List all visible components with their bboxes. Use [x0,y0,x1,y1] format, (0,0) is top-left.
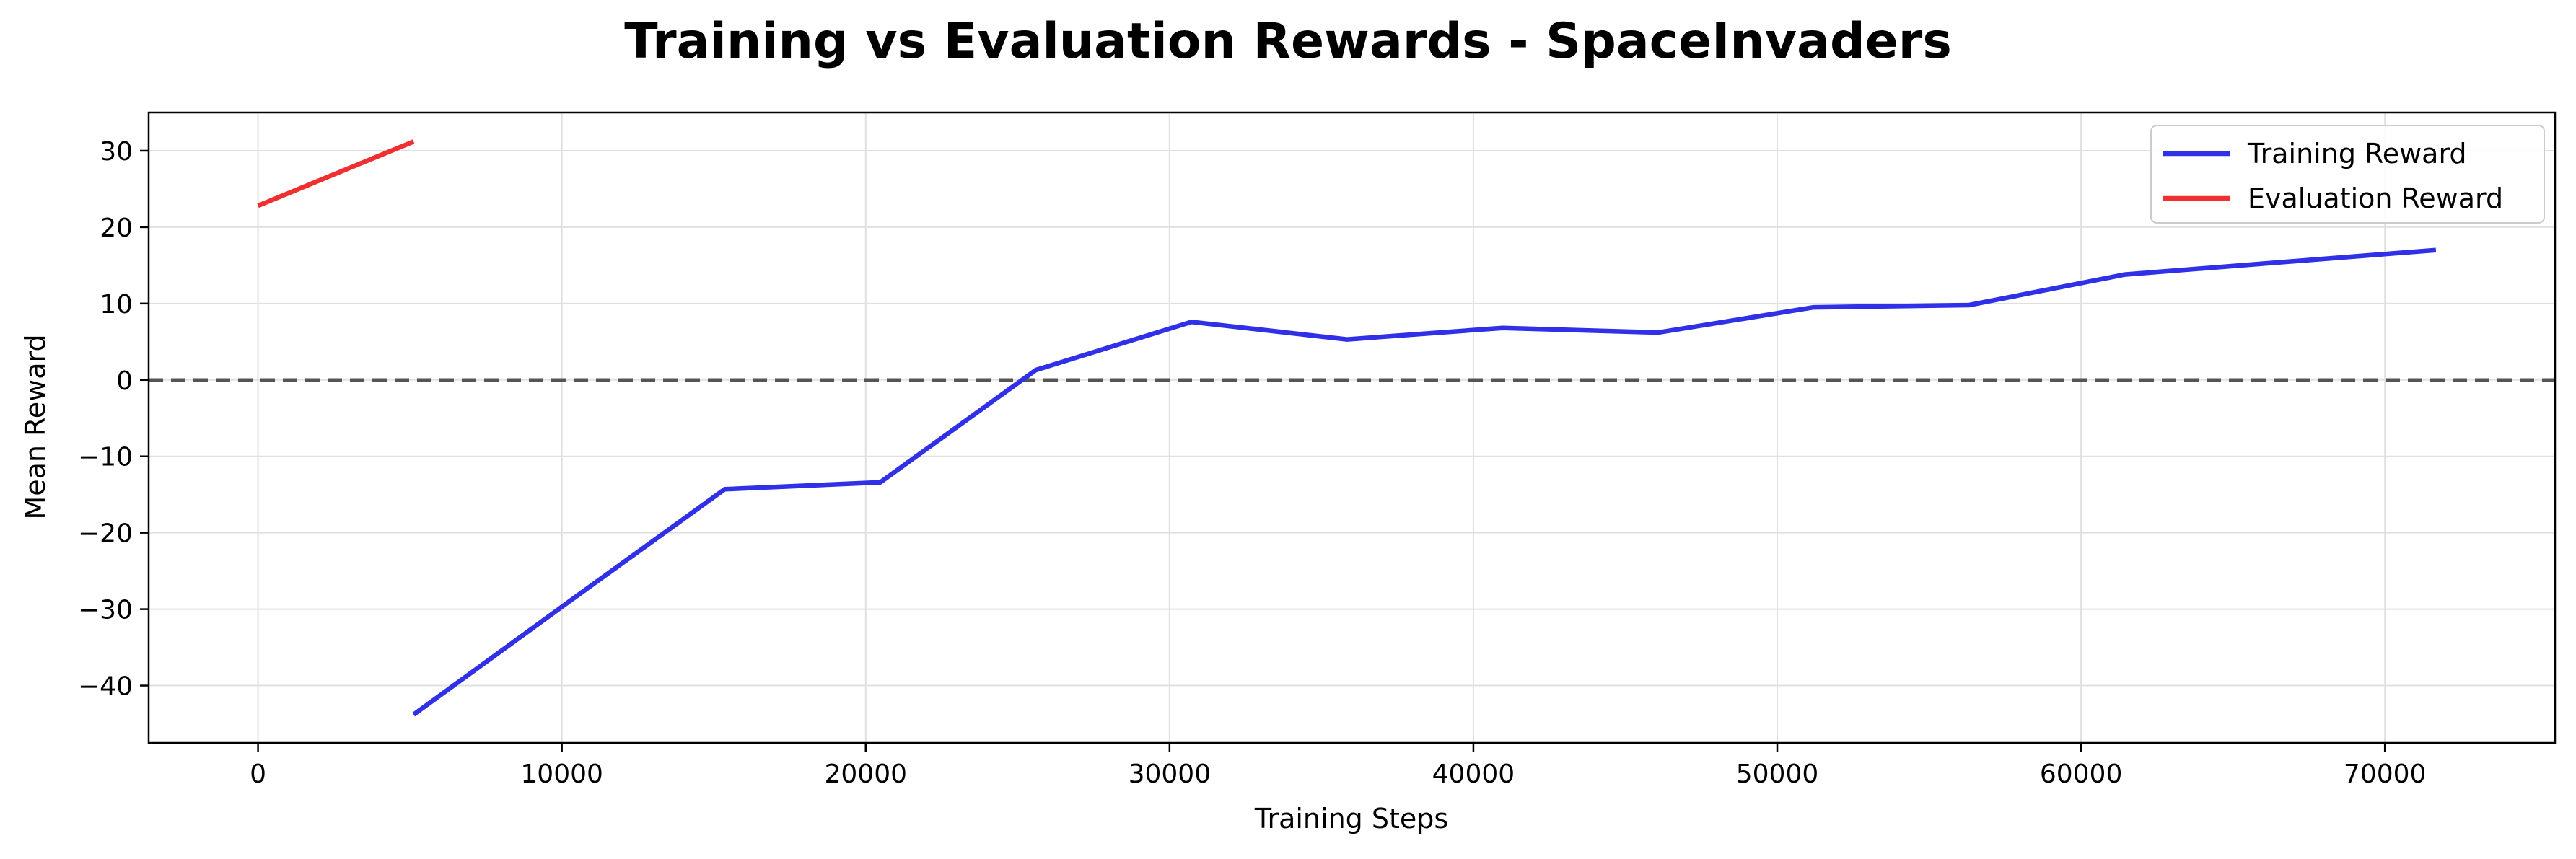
y-tick-label-4: 0 [116,366,133,396]
x-tick-label-2: 20000 [824,759,907,789]
chart-title: Training vs Evaluation Rewards - SpaceIn… [624,13,1952,70]
y-tick-label-1: −30 [78,596,133,625]
x-axis-label: Training Steps [1254,803,1448,834]
legend-label-1: Evaluation Reward [2248,182,2503,214]
x-tick-label-3: 30000 [1129,759,1212,789]
series-lines [257,139,2437,717]
legend: Training Reward Evaluation Reward [2150,125,2545,224]
x-tick-label-4: 40000 [1432,759,1515,789]
x-tick-label-7: 70000 [2344,759,2427,789]
x-tick-label-1: 10000 [520,759,603,789]
x-tick-label-6: 60000 [2040,759,2123,789]
plot-frame [147,111,2557,744]
x-tick-label-0: 0 [250,759,266,789]
y-tick-label-6: 20 [100,213,133,243]
grid [149,113,2555,743]
y-axis-label: Mean Reward [19,334,51,519]
y-tick-label-2: −20 [78,519,133,549]
legend-label-0: Training Reward [2247,138,2467,169]
y-tick-label-7: 30 [100,137,133,167]
y-tick-label-3: −10 [78,443,133,472]
x-axis-ticks: 0 10000 20000 30000 40000 50000 60000 70000 [250,743,2426,789]
series-line-1 [257,139,415,208]
y-axis-ticks: −40 −30 −20 −10 0 10 20 30 [78,137,149,702]
series-line-0 [412,247,2437,717]
legend-box [2150,125,2545,224]
y-tick-label-0: −40 [78,672,133,702]
x-tick-label-5: 50000 [1736,759,1819,789]
y-tick-label-5: 10 [100,290,133,320]
